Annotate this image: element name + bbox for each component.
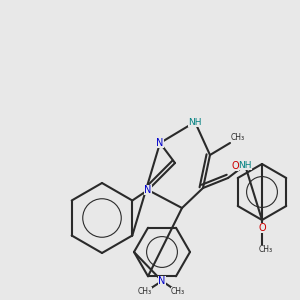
Text: CH₃: CH₃ bbox=[259, 245, 273, 254]
Text: CH₃: CH₃ bbox=[231, 134, 245, 142]
Text: N: N bbox=[158, 276, 166, 286]
Text: N: N bbox=[144, 185, 152, 195]
Text: NH: NH bbox=[188, 118, 202, 127]
Text: CH₃: CH₃ bbox=[138, 287, 152, 296]
Text: NH: NH bbox=[238, 160, 252, 169]
Text: CH₃: CH₃ bbox=[171, 287, 185, 296]
Text: O: O bbox=[231, 161, 239, 171]
Text: O: O bbox=[258, 223, 266, 233]
Text: N: N bbox=[156, 138, 164, 148]
